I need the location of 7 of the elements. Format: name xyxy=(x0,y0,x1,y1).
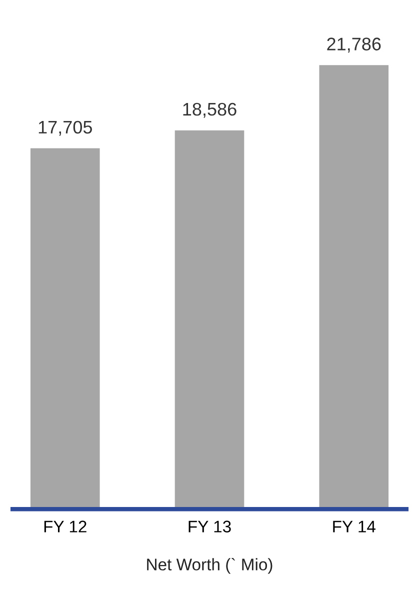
x-tick-label: FY 12 xyxy=(44,520,86,532)
x-tick-label: FY 13 xyxy=(188,520,231,532)
data-label: 18,586 xyxy=(183,102,236,118)
x-axis-title: Net Worth (` Mio) xyxy=(147,558,272,574)
data-label: 17,705 xyxy=(38,120,92,136)
data-label: 21,786 xyxy=(327,38,381,53)
x-tick-label: FY 14 xyxy=(333,520,376,532)
